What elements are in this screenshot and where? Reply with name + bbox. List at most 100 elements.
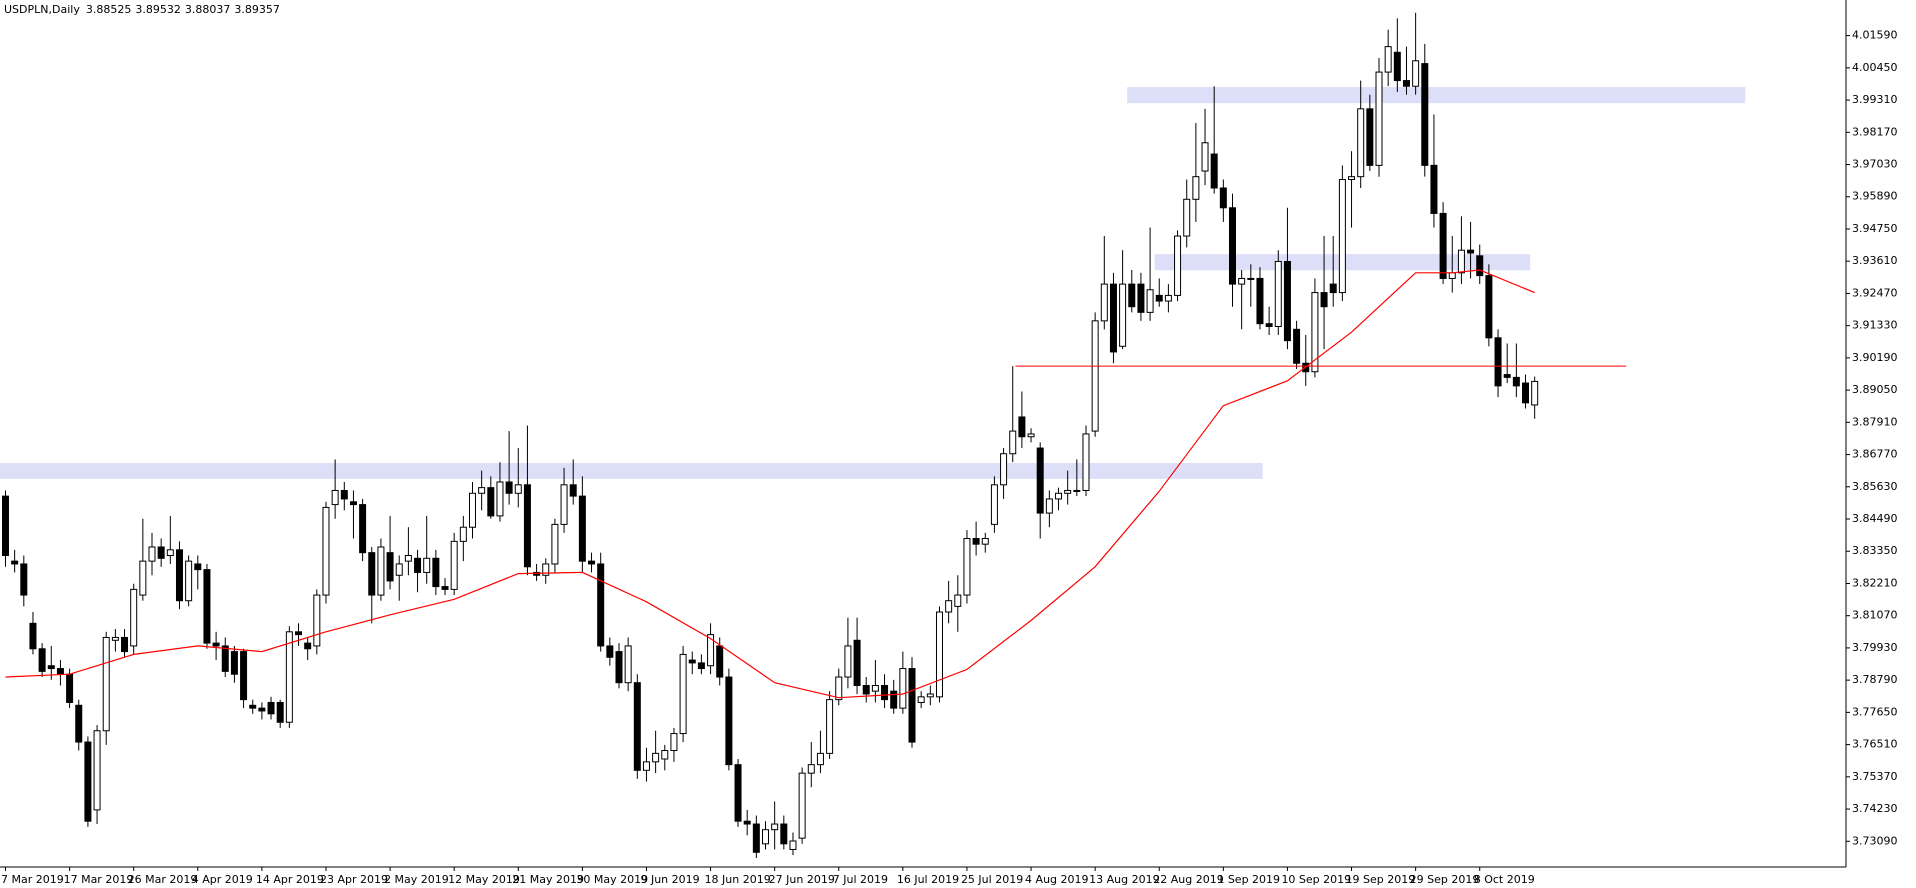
candle-body [523, 484, 531, 568]
x-tick-label: 16 Jul 2019 [897, 873, 959, 886]
x-tick-label: 8 Oct 2019 [1474, 873, 1535, 886]
candle-body [972, 538, 980, 545]
candle-body [295, 631, 303, 636]
candle-body [258, 707, 266, 712]
candle-body [569, 484, 577, 497]
candle-body [478, 487, 486, 494]
x-tick-label: 10 Sep 2019 [1281, 873, 1351, 886]
x-tick-label: 27 Jun 2019 [769, 873, 835, 886]
candle-body [871, 685, 879, 692]
x-tick-label: 21 May 2019 [512, 873, 584, 886]
candle-body [624, 645, 632, 684]
candle-body [496, 481, 504, 517]
candle-body [908, 668, 916, 743]
candle-body [1384, 46, 1392, 73]
candle-body [313, 594, 321, 647]
x-tick-label: 17 Mar 2019 [64, 873, 134, 886]
candle-body [642, 761, 650, 771]
candle-body [707, 634, 715, 667]
candle-body [175, 549, 183, 602]
candle-body [1164, 294, 1172, 302]
candle-body [432, 557, 440, 588]
zone [1127, 87, 1746, 104]
y-tick-label: 3.87910 [1852, 415, 1898, 428]
candle-body [752, 823, 760, 853]
candle-body [487, 487, 495, 517]
open-value: 3.88525 [86, 3, 132, 16]
candle-body [185, 560, 193, 602]
candle-body [1219, 187, 1227, 209]
y-tick-label: 3.75370 [1852, 770, 1898, 783]
candle-body [1036, 447, 1044, 514]
candle-body [148, 546, 156, 562]
x-tick-label: 23 Apr 2019 [320, 873, 388, 886]
y-tick-label: 3.99310 [1852, 93, 1898, 106]
candle-body [926, 693, 934, 698]
candle-body [1412, 60, 1420, 87]
x-tick-label: 12 May 2019 [448, 873, 520, 886]
candle-body [743, 820, 751, 825]
candle-body [29, 622, 37, 650]
close-value: 3.89357 [234, 3, 280, 16]
candle-body [47, 665, 55, 670]
y-tick-label: 3.78790 [1852, 673, 1898, 686]
candle-body [688, 659, 696, 664]
candle-body [716, 645, 724, 678]
candle-body [1073, 489, 1081, 492]
candle-body [1329, 283, 1337, 294]
candle-body [331, 489, 339, 506]
x-tick-label: 13 Aug 2019 [1089, 873, 1159, 886]
candle-body [1228, 207, 1236, 285]
x-tick-label: 9 Jun 2019 [640, 873, 699, 886]
candle-body [1192, 176, 1200, 200]
candle-body [890, 690, 898, 709]
candle-body [240, 651, 248, 701]
zones [0, 87, 1746, 479]
candle-body [1082, 433, 1090, 491]
candle-body [981, 538, 989, 545]
candle-body [1485, 275, 1493, 339]
candle-body [734, 764, 742, 822]
y-tick-label: 3.77650 [1852, 705, 1898, 718]
candle-body [862, 685, 870, 695]
candle-body [652, 752, 660, 763]
candle-body [166, 549, 174, 556]
candle-body [1238, 277, 1246, 285]
y-tick-label: 3.89050 [1852, 383, 1898, 396]
candle-body [130, 588, 138, 647]
candle-body [1247, 277, 1255, 280]
candle-body [798, 772, 806, 839]
candle-body [835, 676, 843, 701]
candle-body [1045, 498, 1053, 514]
candle-body [807, 764, 815, 774]
candle-body [1009, 430, 1017, 455]
x-tick-label: 26 Mar 2019 [128, 873, 198, 886]
candle-body [1293, 328, 1301, 364]
candle-body [917, 696, 925, 703]
candle-body [368, 552, 376, 596]
y-tick-label: 3.84490 [1852, 512, 1898, 525]
candle-body [377, 546, 385, 596]
candle-body [935, 611, 943, 698]
y-tick-label: 3.76510 [1852, 738, 1898, 751]
candle-body [1055, 492, 1063, 500]
candle-body [468, 492, 476, 528]
y-tick-label: 3.73090 [1852, 834, 1898, 847]
candle-body [459, 526, 467, 542]
x-tick-label: 7 Mar 2019 [1, 873, 64, 886]
y-tick-label: 3.95890 [1852, 190, 1898, 203]
zone [0, 463, 1263, 479]
candle-body [661, 750, 669, 760]
candle-body [954, 594, 962, 607]
candle-body [450, 540, 458, 590]
y-tick-label: 3.91330 [1852, 319, 1898, 332]
y-tick-label: 3.93610 [1852, 254, 1898, 267]
y-tick-label: 3.74230 [1852, 802, 1898, 815]
candle-body [1027, 433, 1035, 438]
candle-body [249, 704, 257, 709]
y-tick-label: 3.83350 [1852, 544, 1898, 557]
candle-body [945, 600, 953, 613]
candle-body [212, 642, 220, 647]
candle-body [84, 741, 92, 822]
